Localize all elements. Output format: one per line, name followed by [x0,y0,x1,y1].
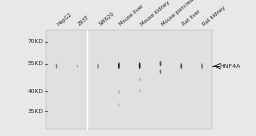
Text: HepG2: HepG2 [57,12,73,27]
Text: 55KD: 55KD [28,61,44,66]
Ellipse shape [118,90,120,94]
Text: Rat liver: Rat liver [181,9,201,27]
Text: 40KD: 40KD [28,89,44,94]
Ellipse shape [118,62,120,69]
Text: Mouse liver: Mouse liver [119,4,145,27]
Text: Mouse pancreas: Mouse pancreas [161,0,197,27]
Ellipse shape [139,62,141,69]
Text: HNF4A: HNF4A [219,64,241,69]
Ellipse shape [160,69,161,74]
Ellipse shape [159,61,161,66]
Ellipse shape [97,64,99,69]
Ellipse shape [180,63,182,69]
Ellipse shape [118,103,120,107]
FancyBboxPatch shape [46,30,212,129]
Ellipse shape [77,65,78,68]
Text: 70KD: 70KD [28,39,44,44]
Text: 293T: 293T [77,15,91,27]
Ellipse shape [139,89,140,92]
Text: Mouse kidney: Mouse kidney [140,0,171,27]
Text: 35KD: 35KD [28,109,44,114]
Ellipse shape [139,78,141,81]
Ellipse shape [56,64,57,69]
Text: Rat kidney: Rat kidney [202,5,227,27]
Text: SW620: SW620 [98,11,116,27]
Ellipse shape [201,63,203,69]
